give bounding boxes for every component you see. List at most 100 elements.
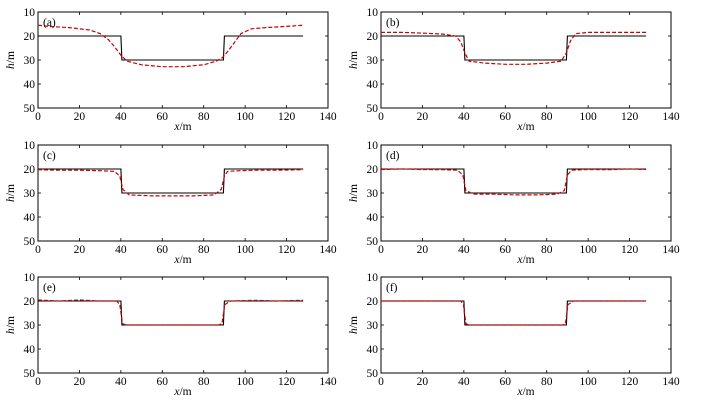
x-tick-label: 120 <box>621 244 639 256</box>
x-tick-label: 80 <box>541 111 553 123</box>
x-axis-label-unit: /m <box>179 121 191 133</box>
y-tick-label: 50 <box>367 103 379 115</box>
x-tick-label: 120 <box>621 376 639 388</box>
x-axis-label-unit: /m <box>522 386 534 398</box>
y-tick-label: 30 <box>367 55 379 67</box>
x-tick-label: 140 <box>662 376 680 388</box>
x-axis-label: x/m <box>516 121 534 133</box>
x-tick-label: 20 <box>74 376 86 388</box>
panel-label: (d) <box>386 150 400 162</box>
x-tick-label: 0 <box>378 376 384 388</box>
inverted-series-line <box>37 24 304 68</box>
y-axis-label-symbol: h <box>5 63 17 69</box>
y-tick-label: 40 <box>24 344 36 356</box>
y-axis-label-symbol: h <box>5 196 17 202</box>
x-axis-label-unit: /m <box>522 254 534 266</box>
inverted-series-line <box>37 169 304 197</box>
x-tick-label: 40 <box>458 111 470 123</box>
x-axis-label-symbol: x <box>173 386 180 398</box>
panel-label: (e) <box>43 282 56 294</box>
x-tick-label: 120 <box>278 111 296 123</box>
y-axis-label-symbol: h <box>348 63 360 69</box>
x-tick-label: 80 <box>198 376 210 388</box>
x-axis-label-symbol: x <box>173 254 180 266</box>
x-axis-label-unit: /m <box>179 254 191 266</box>
y-axis-label: h/m <box>348 184 360 202</box>
inverted-series-line <box>37 299 304 326</box>
true-series-line <box>38 35 304 61</box>
y-axis-label-unit: /m <box>348 316 360 328</box>
x-tick-label: 100 <box>580 244 598 256</box>
y-tick-label: 20 <box>24 296 36 308</box>
x-tick-label: 120 <box>278 376 296 388</box>
x-tick-label: 140 <box>662 111 680 123</box>
y-tick-label: 50 <box>367 368 379 380</box>
y-axis-label: h/m <box>348 316 360 334</box>
x-axis-label-unit: /m <box>179 386 191 398</box>
x-axis-label-symbol: x <box>173 121 180 133</box>
y-tick-label: 10 <box>24 272 36 284</box>
x-tick-label: 40 <box>458 244 470 256</box>
x-tick-label: 100 <box>580 376 598 388</box>
x-tick-label: 20 <box>417 376 429 388</box>
x-axis-label-unit: /m <box>522 121 534 133</box>
x-tick-label: 60 <box>500 111 512 123</box>
x-tick-label: 140 <box>662 244 680 256</box>
x-axis-label: x/m <box>173 386 191 398</box>
y-tick-label: 30 <box>24 320 36 332</box>
x-tick-label: 40 <box>458 376 470 388</box>
x-tick-label: 20 <box>74 244 86 256</box>
y-axis-label-unit: /m <box>5 316 17 328</box>
y-tick-label: 30 <box>24 188 36 200</box>
x-tick-label: 20 <box>74 111 86 123</box>
y-tick-label: 30 <box>367 188 379 200</box>
x-axis-label-symbol: x <box>516 254 523 266</box>
y-axis-label-unit: /m <box>348 184 360 196</box>
y-axis-label-symbol: h <box>348 196 360 202</box>
y-axis-label-unit: /m <box>5 184 17 196</box>
x-tick-label: 0 <box>378 111 384 123</box>
x-tick-label: 80 <box>198 111 210 123</box>
y-tick-label: 50 <box>24 236 36 248</box>
x-tick-label: 80 <box>541 376 553 388</box>
y-tick-label: 30 <box>24 55 36 67</box>
y-tick-label: 50 <box>367 236 379 248</box>
panel-label: (f) <box>386 282 398 294</box>
y-axis-label-unit: /m <box>348 51 360 63</box>
x-tick-label: 40 <box>115 376 127 388</box>
y-tick-label: 40 <box>367 212 379 224</box>
y-axis-label-symbol: h <box>348 328 360 334</box>
y-tick-label: 40 <box>24 212 36 224</box>
y-tick-label: 40 <box>367 79 379 91</box>
y-tick-label: 20 <box>367 164 379 176</box>
y-tick-label: 10 <box>367 272 379 284</box>
x-tick-label: 0 <box>35 111 41 123</box>
y-tick-label: 20 <box>24 164 36 176</box>
x-tick-label: 100 <box>237 376 255 388</box>
y-tick-label: 10 <box>24 140 36 152</box>
x-axis-label: x/m <box>173 121 191 133</box>
x-tick-label: 140 <box>319 111 337 123</box>
x-tick-label: 20 <box>417 244 429 256</box>
x-tick-label: 0 <box>35 244 41 256</box>
y-tick-label: 10 <box>24 7 36 19</box>
inverted-series-line <box>380 168 647 196</box>
x-tick-label: 0 <box>35 376 41 388</box>
x-tick-label: 140 <box>319 376 337 388</box>
x-axis-label: x/m <box>516 386 534 398</box>
y-tick-label: 40 <box>367 344 379 356</box>
x-tick-label: 120 <box>278 244 296 256</box>
y-tick-label: 20 <box>367 296 379 308</box>
y-tick-label: 30 <box>367 320 379 332</box>
y-axis-label: h/m <box>348 51 360 69</box>
inverted-series-line <box>381 300 647 326</box>
x-axis-label-symbol: x <box>516 121 523 133</box>
x-axis-label: x/m <box>516 254 534 266</box>
y-axis-label: h/m <box>5 316 17 334</box>
inverted-series-line <box>381 31 647 65</box>
y-tick-label: 50 <box>24 368 36 380</box>
